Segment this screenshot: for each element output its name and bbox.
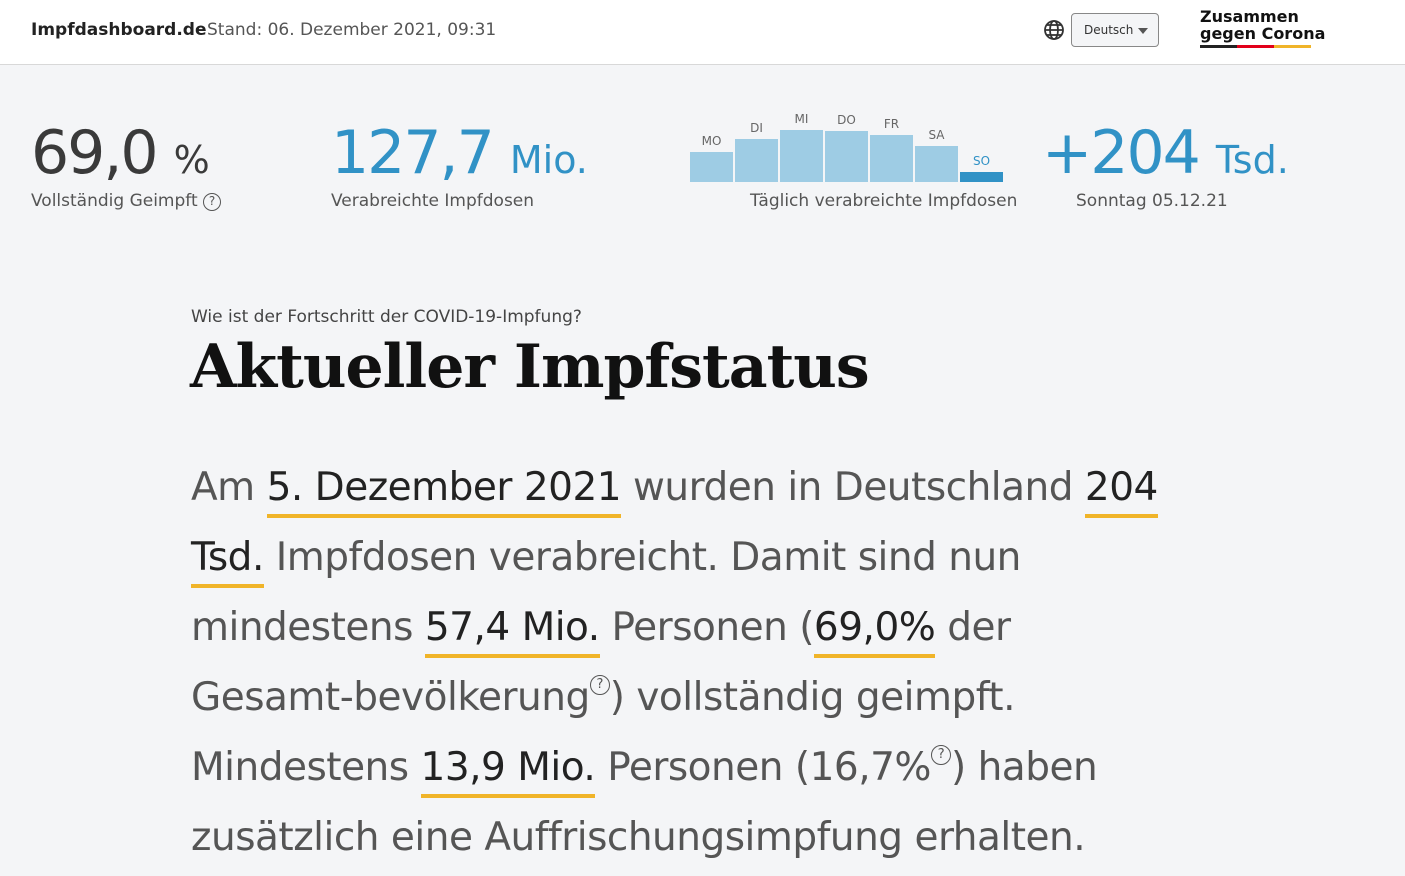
kpi-daily-date: Sonntag 05.12.21	[1076, 191, 1228, 211]
globe-icon	[1044, 20, 1064, 40]
day-label-do: DO	[837, 113, 856, 128]
flag-stripe	[1200, 45, 1311, 48]
page-title: Aktueller Impfstatus	[190, 332, 870, 402]
kpi-fully-vaccinated: 69,0 %	[31, 118, 210, 188]
help-icon[interactable]: ?	[203, 193, 222, 211]
day-label-fr: FR	[883, 117, 900, 132]
day-label-sa: SA	[928, 128, 945, 143]
bar-mi	[780, 130, 823, 182]
bar-di	[735, 138, 778, 182]
kpi-total-doses-label: Verabreichte Impfdosen	[331, 191, 535, 211]
section-kicker: Wie ist der Fortschritt der COVID-19-Imp…	[191, 307, 582, 327]
last-updated: Stand: 06. Dezember 2021, 09:31	[207, 20, 497, 40]
highlight-persons: 57,4 Mio.	[424, 605, 600, 658]
zusammen-gegen-corona-logo[interactable]: Zusammen gegen Corona	[1200, 8, 1325, 48]
bar-sa	[915, 146, 958, 182]
day-label-mi: MI	[794, 112, 809, 126]
help-icon[interactable]: ?	[589, 675, 610, 695]
bar-so	[960, 172, 1003, 182]
day-label-so: SO	[972, 154, 991, 169]
day-label-mo: MO	[701, 133, 722, 148]
bar-fr	[870, 135, 913, 182]
site-brand-link[interactable]: Impfdashboard.de	[31, 20, 207, 40]
top-header: Impfdashboard.de Stand: 06. Dezember 202…	[0, 0, 1405, 65]
daily-doses-label: Täglich verabreichte Impfdosen	[750, 191, 1018, 211]
kpi-daily-doses: +204 Tsd.	[1042, 118, 1289, 188]
logo-line2: gegen Corona	[1200, 24, 1326, 43]
language-value: Deutsch	[1084, 23, 1134, 37]
chevron-down-icon	[1138, 28, 1148, 34]
highlight-percent: 69,0%	[813, 605, 936, 658]
kpi-total-doses: 127,7 Mio.	[331, 118, 588, 188]
daily-doses-chart: MO DI MI DO FR SA SO	[690, 108, 1006, 182]
day-label-di: DI	[750, 120, 763, 135]
bar-mo	[690, 151, 733, 182]
highlight-doses: 204 Tsd.	[191, 465, 1158, 588]
kpi-fully-vaccinated-label: Vollständig Geimpft ?	[31, 191, 222, 211]
bar-do	[825, 131, 868, 182]
highlight-date: 5. Dezember 2021	[266, 465, 622, 518]
language-select[interactable]: Deutsch	[1071, 13, 1159, 47]
help-icon[interactable]: ?	[930, 745, 951, 765]
status-paragraph: Am 5. Dezember 2021 wurden in Deutschlan…	[191, 465, 1158, 860]
logo-line1: Zusammen	[1200, 7, 1299, 26]
highlight-booster: 13,9 Mio.	[420, 745, 596, 798]
